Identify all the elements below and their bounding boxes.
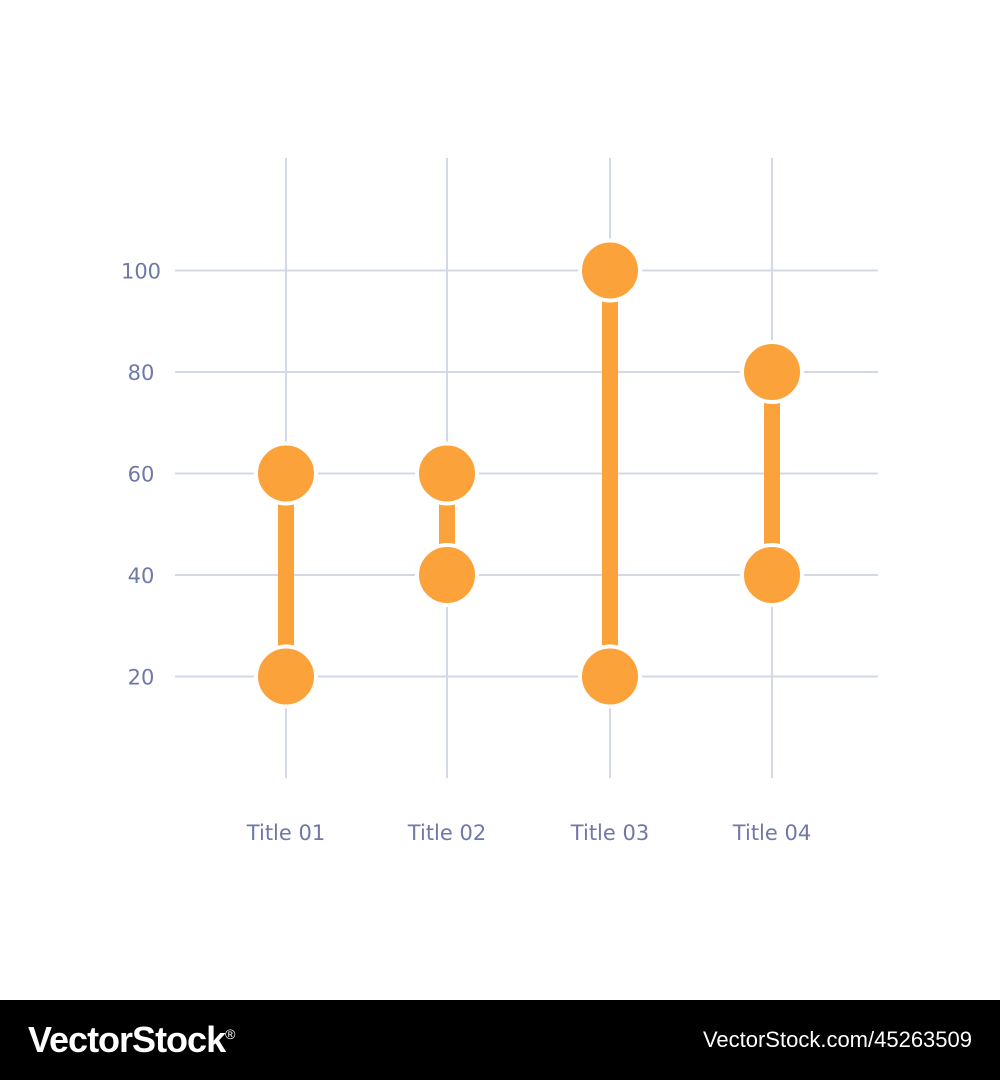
watermark-footer: VectorStock® VectorStock.com/45263509 (0, 1000, 1000, 1080)
y-tick-label: 80 (128, 361, 155, 385)
x-category-label: Title 01 (246, 821, 325, 845)
low-value-dot (578, 644, 642, 709)
x-category-label: Title 03 (570, 821, 649, 845)
high-value-dot (578, 238, 642, 303)
footer-brand: VectorStock® (28, 1019, 235, 1061)
y-tick-label: 20 (128, 666, 155, 690)
low-value-dot (740, 543, 804, 607)
footer-brand-text: VectorStock (28, 1019, 226, 1060)
low-value-dot (415, 543, 479, 607)
y-axis: 20 40 60 80 100 (121, 260, 161, 690)
y-tick-label: 100 (121, 260, 161, 284)
x-category-label: Title 04 (732, 821, 811, 845)
high-value-dot (740, 340, 804, 404)
plot-marks (254, 238, 804, 709)
y-tick-label: 60 (128, 463, 155, 487)
x-axis: Title 01 Title 02 Title 03 Title 04 (246, 821, 811, 845)
dumbbell-1 (254, 441, 318, 709)
footer-image-id: VectorStock.com/45263509 (702, 1027, 972, 1052)
dumbbell-2 (415, 441, 479, 607)
footer-brand-mark: ® (225, 1026, 235, 1042)
high-value-dot (415, 441, 479, 506)
y-tick-label: 40 (128, 564, 155, 588)
dumbbell-3 (578, 238, 642, 709)
high-value-dot (254, 441, 318, 506)
low-value-dot (254, 644, 318, 709)
dumbbell-4 (740, 340, 804, 607)
chart: 20 40 60 80 100 Title 01 Title 02 Title 03 Titl… (121, 158, 878, 845)
x-category-label: Title 02 (407, 821, 486, 845)
